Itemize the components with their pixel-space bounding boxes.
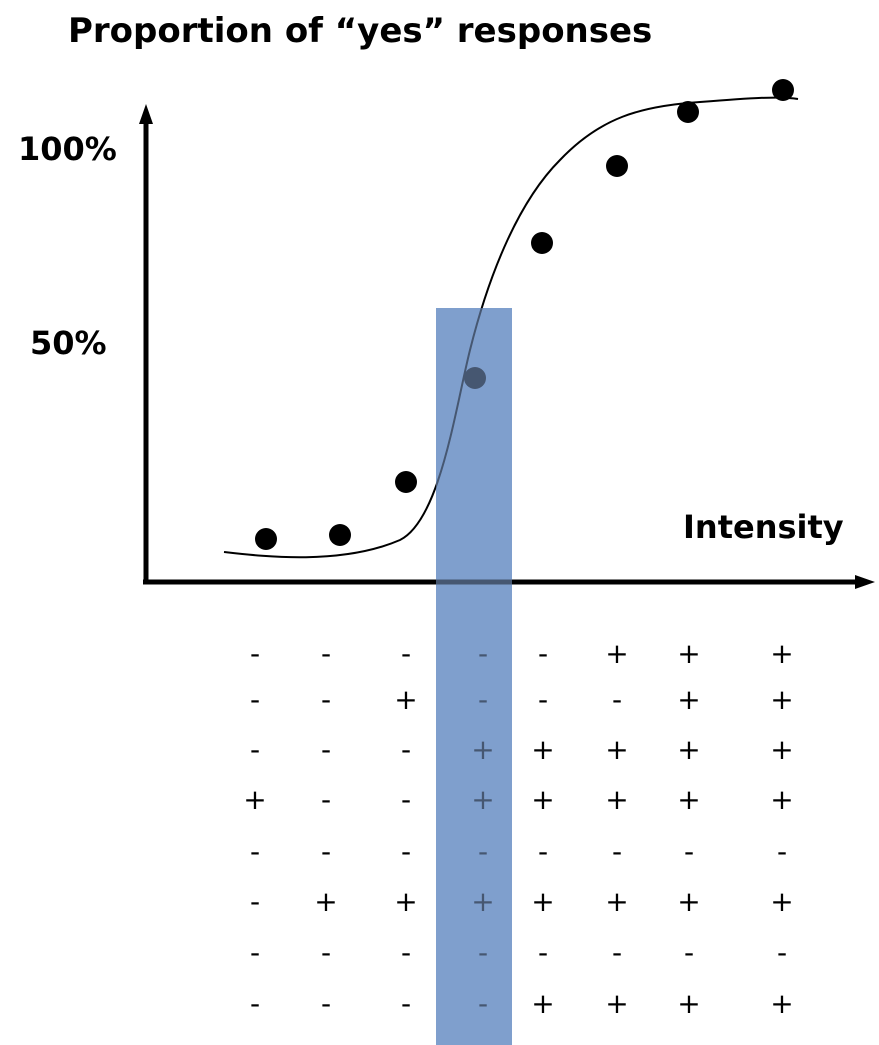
x-axis-label: Intensity	[683, 508, 844, 546]
data-point	[531, 232, 553, 254]
highlight-tint	[436, 308, 512, 1045]
response-mark: -	[777, 936, 787, 969]
response-mark: -	[250, 683, 260, 716]
response-mark: -	[612, 936, 622, 969]
response-mark: +	[243, 783, 266, 816]
response-mark: +	[531, 987, 554, 1020]
response-mark: +	[605, 885, 628, 918]
response-mark: +	[770, 885, 793, 918]
response-mark: -	[321, 637, 331, 670]
response-mark: -	[401, 637, 411, 670]
fit-curve	[223, 96, 799, 559]
response-grid: - - - - - + + + - - + - - - + + - - - + + + + + + - - + + + + + - - - - - - - -…	[243, 637, 793, 1020]
response-mark: +	[394, 683, 417, 716]
y-axis	[139, 104, 153, 584]
response-mark: -	[538, 637, 548, 670]
data-point	[329, 524, 351, 546]
response-mark: -	[401, 936, 411, 969]
response-mark: -	[401, 783, 411, 816]
chart-title: Proportion of “yes” responses	[68, 11, 652, 51]
response-mark: -	[321, 835, 331, 868]
response-mark: +	[770, 683, 793, 716]
response-mark: +	[394, 885, 417, 918]
response-mark: +	[770, 637, 793, 670]
response-mark: +	[677, 885, 700, 918]
response-mark: -	[538, 936, 548, 969]
response-mark: +	[605, 783, 628, 816]
data-point	[772, 79, 794, 101]
response-mark: -	[538, 683, 548, 716]
response-mark: +	[770, 733, 793, 766]
data-points	[255, 79, 794, 550]
highlight-overlay	[436, 308, 512, 1045]
response-mark: -	[321, 733, 331, 766]
response-mark: -	[684, 835, 694, 868]
response-mark: +	[605, 637, 628, 670]
response-mark: -	[250, 885, 260, 918]
response-mark: +	[677, 683, 700, 716]
y-tick-label-50: 50%	[30, 324, 107, 362]
response-mark: -	[250, 637, 260, 670]
response-mark: -	[401, 987, 411, 1020]
response-mark: -	[612, 835, 622, 868]
response-mark: +	[531, 783, 554, 816]
data-point	[606, 155, 628, 177]
response-mark: -	[250, 936, 260, 969]
data-point	[255, 528, 277, 550]
data-point	[677, 101, 699, 123]
response-mark: -	[401, 835, 411, 868]
response-mark: -	[538, 835, 548, 868]
response-mark: +	[531, 885, 554, 918]
response-mark: +	[314, 885, 337, 918]
response-mark: -	[777, 835, 787, 868]
response-mark: -	[321, 987, 331, 1020]
response-mark: -	[250, 835, 260, 868]
response-mark: +	[531, 733, 554, 766]
response-mark: -	[321, 683, 331, 716]
response-mark: +	[677, 783, 700, 816]
response-mark: -	[250, 733, 260, 766]
y-tick-label-100: 100%	[18, 130, 117, 168]
response-mark: +	[677, 733, 700, 766]
response-mark: -	[612, 683, 622, 716]
response-mark: +	[677, 987, 700, 1020]
response-mark: +	[605, 987, 628, 1020]
response-mark: +	[770, 783, 793, 816]
response-mark: -	[321, 783, 331, 816]
data-point	[395, 471, 417, 493]
response-mark: -	[401, 733, 411, 766]
response-mark: -	[321, 936, 331, 969]
response-mark: +	[770, 987, 793, 1020]
response-mark: -	[684, 936, 694, 969]
response-mark: +	[605, 733, 628, 766]
response-mark: -	[250, 987, 260, 1020]
response-mark: +	[677, 637, 700, 670]
